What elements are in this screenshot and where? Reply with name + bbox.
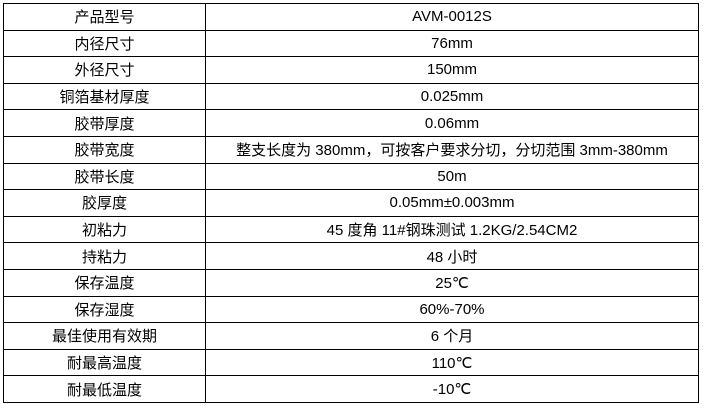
table-row: 耐最高温度 110℃: [3, 348, 699, 377]
spec-value: 0.05mm±0.003mm: [205, 189, 699, 217]
spec-label: 最佳使用有效期: [3, 322, 206, 350]
spec-label: 内径尺寸: [3, 29, 206, 58]
spec-label: 耐最低温度: [3, 375, 206, 403]
spec-label: 铜箔基材厚度: [3, 82, 206, 111]
spec-label: 胶带宽度: [3, 135, 206, 164]
table-row: 保存湿度 60%-70%: [3, 295, 699, 324]
table-row: 初粘力 45 度角 11#钢珠测试 1.2KG/2.54CM2: [3, 215, 699, 244]
table-row: 保存温度 25℃: [3, 268, 699, 297]
spec-value: 整支长度为 380mm，可按客户要求分切，分切范围 3mm-380mm: [205, 135, 699, 164]
table-row: 外径尺寸 150mm: [3, 56, 699, 84]
table-row: 胶厚度 0.05mm±0.003mm: [3, 189, 699, 217]
spec-label: 耐最高温度: [3, 348, 206, 377]
table-row: 持粘力 48 小时: [3, 242, 699, 270]
spec-value: 6 个月: [205, 322, 699, 350]
spec-value: 0.025mm: [205, 82, 699, 111]
table-row: 胶带厚度 0.06mm: [3, 109, 699, 137]
spec-value: 0.06mm: [205, 109, 699, 137]
spec-label: 胶带厚度: [3, 109, 206, 137]
product-spec-table: 产品型号 AVM-0012S 内径尺寸 76mm 外径尺寸 150mm 铜箔基材…: [3, 3, 699, 403]
spec-label: 胶带长度: [3, 162, 206, 191]
spec-label: 产品型号: [3, 3, 206, 31]
spec-value: 76mm: [205, 29, 699, 58]
table-row: 最佳使用有效期 6 个月: [3, 322, 699, 350]
table-row: 铜箔基材厚度 0.025mm: [3, 82, 699, 111]
table-row: 胶带长度 50m: [3, 162, 699, 191]
spec-value: 60%-70%: [205, 295, 699, 324]
spec-label: 保存湿度: [3, 295, 206, 324]
spec-value: 48 小时: [205, 242, 699, 270]
spec-value: 110℃: [205, 348, 699, 377]
spec-value: -10℃: [205, 375, 699, 403]
spec-value: AVM-0012S: [205, 3, 699, 31]
spec-value: 150mm: [205, 56, 699, 84]
spec-label: 持粘力: [3, 242, 206, 270]
spec-value: 45 度角 11#钢珠测试 1.2KG/2.54CM2: [205, 215, 699, 244]
spec-label: 保存温度: [3, 268, 206, 297]
spec-value: 50m: [205, 162, 699, 191]
spec-label: 外径尺寸: [3, 56, 206, 84]
table-row: 耐最低温度 -10℃: [3, 375, 699, 403]
spec-label: 初粘力: [3, 215, 206, 244]
table-row: 内径尺寸 76mm: [3, 29, 699, 58]
spec-label: 胶厚度: [3, 189, 206, 217]
table-row: 胶带宽度 整支长度为 380mm，可按客户要求分切，分切范围 3mm-380mm: [3, 135, 699, 164]
table-row: 产品型号 AVM-0012S: [3, 3, 699, 31]
spec-value: 25℃: [205, 268, 699, 297]
